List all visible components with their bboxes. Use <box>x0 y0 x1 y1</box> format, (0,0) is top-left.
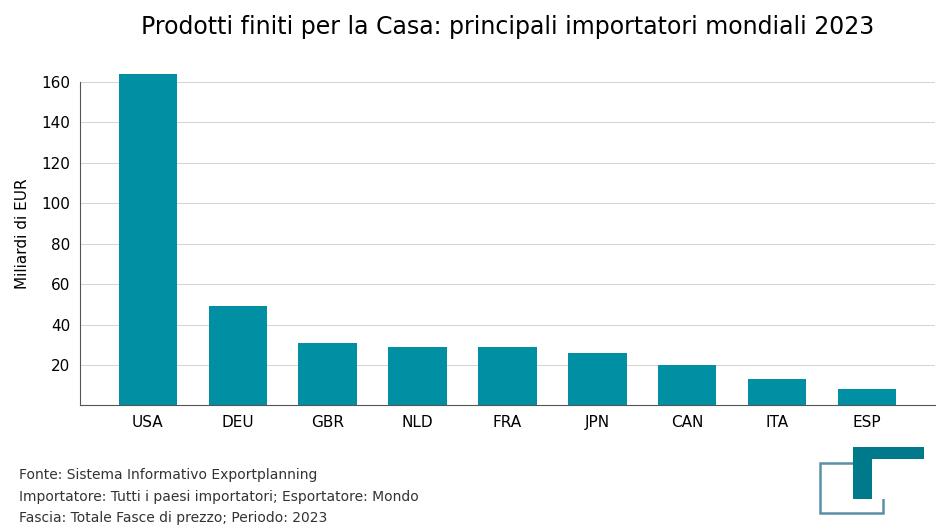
Bar <box>478 347 537 405</box>
Bar <box>568 353 626 405</box>
Bar <box>821 463 884 514</box>
Bar <box>119 74 177 405</box>
Bar <box>298 343 357 405</box>
Bar <box>872 458 924 499</box>
Bar <box>748 379 807 405</box>
Bar <box>209 306 267 405</box>
Bar <box>853 447 924 499</box>
Bar <box>389 347 446 405</box>
Bar <box>658 365 716 405</box>
Bar <box>838 390 896 405</box>
Title: Prodotti finiti per la Casa: principali importatori mondiali 2023: Prodotti finiti per la Casa: principali … <box>141 15 874 39</box>
Text: Fonte: Sistema Informativo Exportplanning
Importatore: Tutti i paesi importatori: Fonte: Sistema Informativo Exportplannin… <box>19 469 419 525</box>
Y-axis label: Miliardi di EUR: Miliardi di EUR <box>15 178 30 289</box>
